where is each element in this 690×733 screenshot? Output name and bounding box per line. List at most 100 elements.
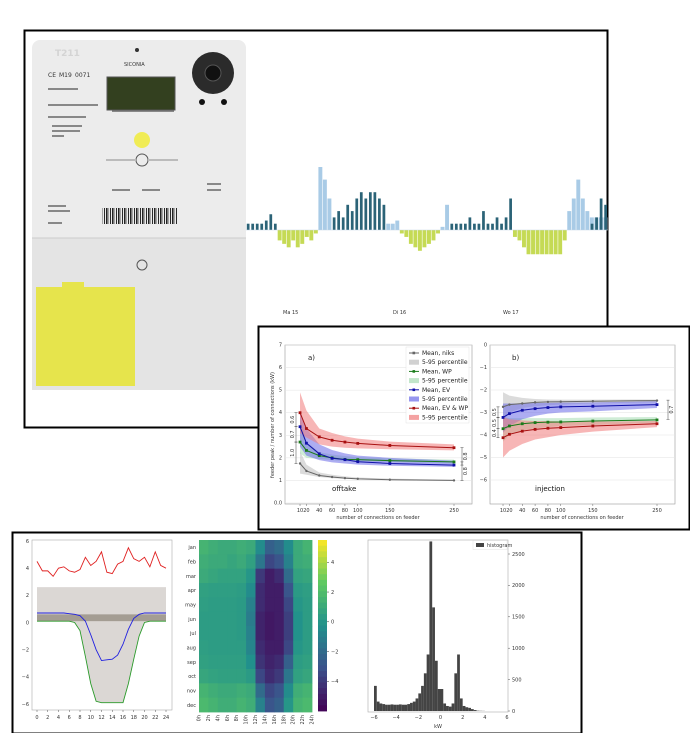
hour-label: 12h <box>253 715 259 725</box>
data-point <box>655 403 659 407</box>
offtake-chart: 0.0 1 2 3 4 5 6 7 10 20 40 60 80 100 150 250 0.6 0.7 1.0 0.… <box>274 343 473 514</box>
timeline-bar-import-dark <box>251 223 255 230</box>
timeline-bar-import-dark <box>273 223 277 230</box>
heatmap-cell <box>274 654 285 670</box>
data-point <box>546 426 550 430</box>
timeline-bar-import-dark <box>368 192 372 230</box>
colorbar-segment <box>318 682 327 689</box>
heatmap-cell <box>227 583 238 598</box>
data-point <box>520 408 524 412</box>
heatmap-cell <box>274 626 285 641</box>
y-tick-label: 7 <box>279 343 282 349</box>
month-label: feb <box>188 560 196 566</box>
heatmap-cell <box>246 583 256 598</box>
colorbar-segment <box>318 557 327 564</box>
heatmap-cell <box>264 654 275 670</box>
heatmap-cell <box>293 597 303 613</box>
timeline-bar-import-dark <box>260 223 264 230</box>
heatmap-cell <box>293 697 303 713</box>
x-tick-label: 14 <box>109 715 115 721</box>
heatmap-cell <box>236 697 247 713</box>
x-tick-label: −2 <box>415 715 422 721</box>
percentile-band <box>503 401 657 433</box>
legend-label: Mean, niks <box>422 350 454 357</box>
barcode-bar <box>130 208 132 224</box>
difference-label: 0.8 <box>463 467 469 475</box>
heatmap-cell <box>255 540 266 555</box>
colorbar-segment <box>318 665 327 672</box>
timeline-bar-export <box>404 230 409 237</box>
smart-meter-photo: T211 SICONIA CE M19 0071 <box>32 40 246 390</box>
histogram-bar <box>465 707 469 711</box>
heatmap-cell <box>227 597 238 613</box>
heatmap-cell <box>283 583 294 598</box>
y-tick-label: 4 <box>279 410 282 416</box>
heatmap-cell <box>246 683 256 699</box>
heatmap-cell <box>227 611 238 627</box>
x-tick-label: 18 <box>131 715 137 721</box>
histogram-bar <box>385 704 388 711</box>
heatmap-cell <box>255 697 266 713</box>
heatmap-cell <box>283 640 294 656</box>
heatmap-cell <box>283 540 294 555</box>
x-tick-label: 250 <box>449 508 459 514</box>
timeline-bar-import-dark <box>350 211 354 230</box>
data-point <box>655 422 659 426</box>
mean-line <box>502 404 658 418</box>
legend-label: 5-95 percentile <box>422 359 468 366</box>
timeline-bar-export <box>535 230 540 255</box>
x-tick-label: 24 <box>163 715 169 721</box>
histogram-bar <box>446 705 449 711</box>
heatmap-cell <box>293 626 303 641</box>
x-tick-label: 100 <box>353 508 363 514</box>
data-point <box>508 424 511 428</box>
heatmap-cell <box>274 597 285 613</box>
heatmap-cell <box>274 554 285 570</box>
offtake-label: offtake <box>332 485 356 493</box>
data-point <box>388 444 392 447</box>
barcode-bar <box>160 208 162 224</box>
heatmap-cell <box>246 611 256 627</box>
timeline-bar-export <box>540 230 545 255</box>
barcode-bar <box>146 208 147 224</box>
heatmap-cell <box>236 626 247 641</box>
data-point <box>356 477 359 481</box>
legend-label: 5-95 percentile <box>422 378 468 385</box>
meter-button <box>134 132 150 148</box>
data-point <box>452 479 456 482</box>
legend-label: Mean, EV & WP <box>422 405 468 412</box>
heatmap-cell <box>264 554 275 570</box>
x-tick-label: 250 <box>652 508 662 514</box>
timeline-bar-import-dark <box>378 198 381 230</box>
timeline-bar-import-light <box>322 179 327 230</box>
colorbar-segment <box>318 688 327 695</box>
heatmap-cell <box>302 626 313 641</box>
legend-band-swatch <box>409 359 419 365</box>
x-tick-label: 8 <box>78 715 81 721</box>
timeline-bar-export <box>313 230 318 234</box>
colorbar-segment <box>318 625 327 632</box>
heatmap-cell <box>283 654 294 670</box>
heatmap-cell <box>293 669 303 684</box>
histogram-bar <box>404 704 408 711</box>
mean-line <box>299 463 455 481</box>
mean-line <box>502 419 658 430</box>
timeline-bar-export <box>417 230 422 251</box>
heatmap-cell <box>274 669 285 684</box>
timeline-bar-import-dark <box>269 214 273 230</box>
y-axis-label-a: feeder peak / number of connections (kW) <box>270 372 276 478</box>
histogram-bar <box>387 704 391 711</box>
heatmap-cell <box>208 654 219 670</box>
data-point <box>343 458 347 462</box>
timeline-bar-import-dark <box>509 198 512 230</box>
heatmap-cell <box>199 583 209 598</box>
x-tick-label: 10 <box>500 508 506 514</box>
heatmap-cell <box>199 669 209 684</box>
heatmap-cell <box>255 669 266 684</box>
histogram-bar <box>451 703 455 711</box>
histogram-bar <box>423 673 427 711</box>
colorbar-segment <box>318 619 327 626</box>
mean-line <box>502 423 658 439</box>
histogram-bar <box>401 704 405 711</box>
